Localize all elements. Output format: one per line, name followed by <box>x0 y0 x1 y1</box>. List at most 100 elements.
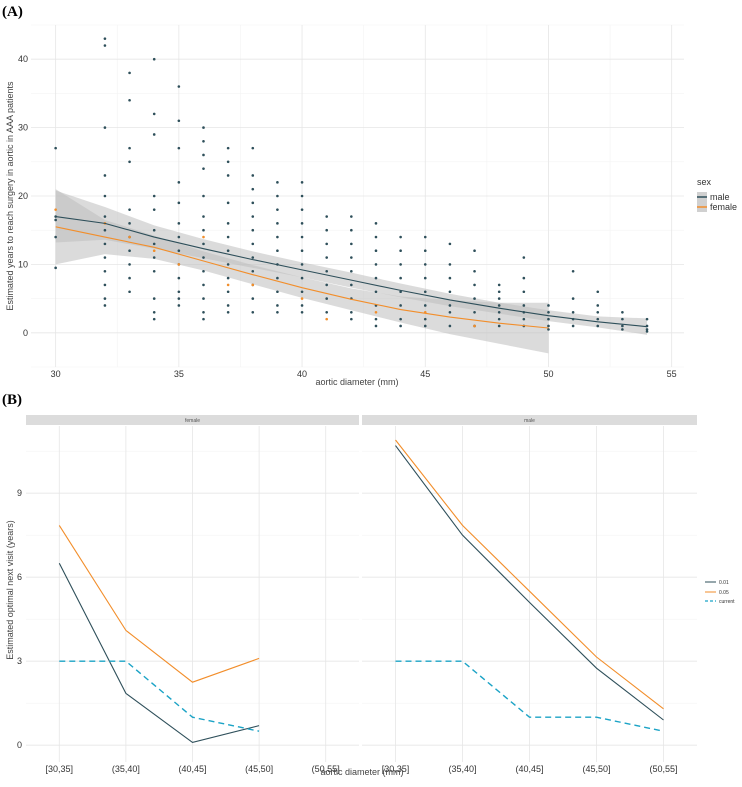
point-male <box>177 181 181 184</box>
x-tick-label: (45,50] <box>245 764 273 774</box>
line-female-005 <box>58 525 260 683</box>
point-male <box>350 269 353 273</box>
panel-b-lines <box>58 439 664 743</box>
point-male <box>202 153 205 157</box>
point-male <box>276 276 279 280</box>
point-male <box>448 263 452 266</box>
point-male <box>177 235 181 239</box>
point-male <box>300 249 304 253</box>
point-male <box>152 310 156 314</box>
point-male <box>423 263 427 266</box>
point-female <box>374 310 378 314</box>
point-male <box>128 263 131 266</box>
point-male <box>152 317 156 321</box>
point-male <box>497 310 501 314</box>
x-tick-label: 35 <box>174 369 184 379</box>
point-male <box>251 269 255 273</box>
panel-a-label: (A) <box>2 4 23 20</box>
point-male <box>423 276 427 280</box>
x-tick-label: (40,45] <box>178 764 206 774</box>
y-tick-label: 3 <box>17 656 22 666</box>
point-male <box>251 174 255 177</box>
point-male <box>152 57 156 61</box>
point-male <box>103 194 107 198</box>
point-male <box>276 290 279 294</box>
point-male <box>128 71 131 75</box>
point-male <box>152 228 156 232</box>
point-male <box>152 269 156 273</box>
point-male <box>202 126 205 129</box>
point-male <box>177 249 181 253</box>
point-male <box>374 324 378 328</box>
x-tick-label: (50,55] <box>312 764 340 774</box>
point-male <box>202 215 205 218</box>
point-male <box>522 276 526 280</box>
x-tick-label: 55 <box>667 369 677 379</box>
point-male <box>571 269 575 273</box>
panel-b-legend: 0.01 0.05 current <box>705 580 735 605</box>
point-male <box>399 276 402 280</box>
point-male <box>374 222 378 225</box>
point-male <box>276 310 279 314</box>
panel-a-smooth-lines <box>55 215 648 329</box>
point-male <box>251 228 255 232</box>
point-male <box>103 37 107 40</box>
point-male <box>621 310 624 314</box>
point-male <box>103 215 107 218</box>
point-male <box>300 208 304 211</box>
point-male <box>350 317 353 321</box>
point-male <box>276 208 279 211</box>
point-male <box>128 222 131 225</box>
point-male <box>350 215 353 218</box>
point-male <box>448 304 452 307</box>
point-male <box>202 242 205 246</box>
point-male <box>300 276 304 280</box>
point-male <box>645 328 649 331</box>
smooth-line-female <box>55 226 549 329</box>
point-male <box>325 256 328 259</box>
x-tick-label: (35,40] <box>112 764 140 774</box>
point-male <box>399 317 402 321</box>
y-tick-label: 20 <box>18 191 28 201</box>
point-male <box>202 310 205 314</box>
x-tick-label: (50,55] <box>649 764 677 774</box>
point-male <box>497 290 501 294</box>
point-male <box>571 324 575 328</box>
point-male <box>497 297 501 300</box>
point-male <box>202 269 205 273</box>
point-female <box>128 235 131 239</box>
point-male <box>497 317 501 321</box>
point-male <box>202 139 205 143</box>
point-male <box>522 304 526 307</box>
panel-a-x-axis-label: aortic diameter (mm) <box>315 377 398 387</box>
point-male <box>448 310 452 314</box>
line-female-001 <box>58 562 260 743</box>
point-female <box>152 249 156 253</box>
point-male <box>177 222 181 225</box>
y-tick-label: 10 <box>18 259 28 269</box>
legend-label-male: male <box>710 192 730 202</box>
point-male <box>103 228 107 232</box>
point-male <box>300 235 304 239</box>
point-male <box>522 256 526 259</box>
point-male <box>276 194 279 198</box>
x-tick-label: (35,40] <box>448 764 476 774</box>
point-male <box>448 324 452 328</box>
legend-label-005: 0.05 <box>719 590 729 596</box>
point-male <box>547 328 550 331</box>
point-male <box>621 324 624 328</box>
point-male <box>251 215 255 218</box>
point-male <box>547 304 550 307</box>
point-male <box>128 146 131 150</box>
point-male <box>152 256 156 259</box>
point-male <box>325 297 328 300</box>
panel-a-scatter: 30 35 40 45 50 55 0 10 20 30 40 aortic diameter (… <box>5 24 737 387</box>
panel-a-grid <box>31 24 684 368</box>
point-male <box>448 242 452 246</box>
point-male <box>448 290 452 294</box>
point-male <box>226 304 230 307</box>
point-male <box>226 222 230 225</box>
legend-label-001: 0.01 <box>719 580 729 586</box>
point-male <box>300 194 304 198</box>
point-male <box>300 263 304 266</box>
